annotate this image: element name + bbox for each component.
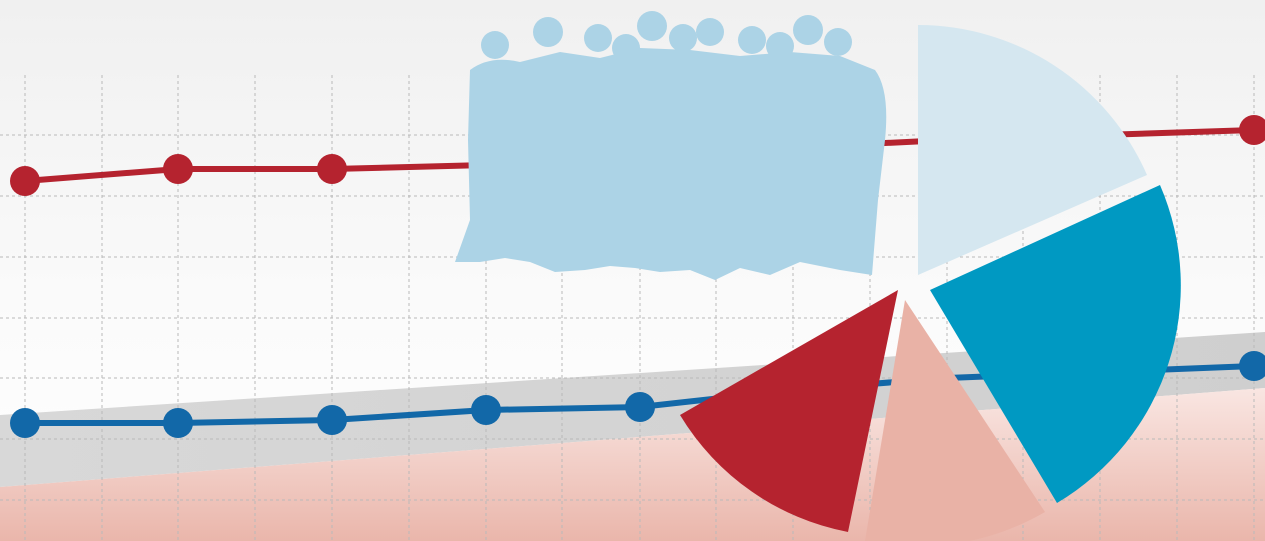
red-dot: [10, 166, 40, 196]
blue-dot: [625, 392, 655, 422]
blue-dot: [1239, 351, 1265, 381]
head: [481, 31, 509, 59]
head: [637, 11, 667, 41]
blue-dot: [317, 405, 347, 435]
bodies: [455, 48, 887, 280]
pie-slice: [930, 185, 1181, 503]
head: [612, 34, 640, 62]
pie-slice: [865, 300, 1045, 541]
head: [696, 18, 724, 46]
blue-line: [10, 351, 1265, 438]
head: [793, 15, 823, 45]
head: [533, 17, 563, 47]
pie: [680, 25, 1181, 541]
head: [824, 28, 852, 56]
people-silhouette: [455, 11, 887, 280]
head: [766, 32, 794, 60]
head: [669, 24, 697, 52]
pie-slice: [680, 290, 898, 532]
red-dot: [317, 154, 347, 184]
red-dot: [163, 154, 193, 184]
blue-dot: [471, 395, 501, 425]
pie-slice: [918, 25, 1147, 275]
blue-dot: [10, 408, 40, 438]
red-dot: [1239, 115, 1265, 145]
head: [738, 26, 766, 54]
head: [584, 24, 612, 52]
blue-dot: [163, 408, 193, 438]
